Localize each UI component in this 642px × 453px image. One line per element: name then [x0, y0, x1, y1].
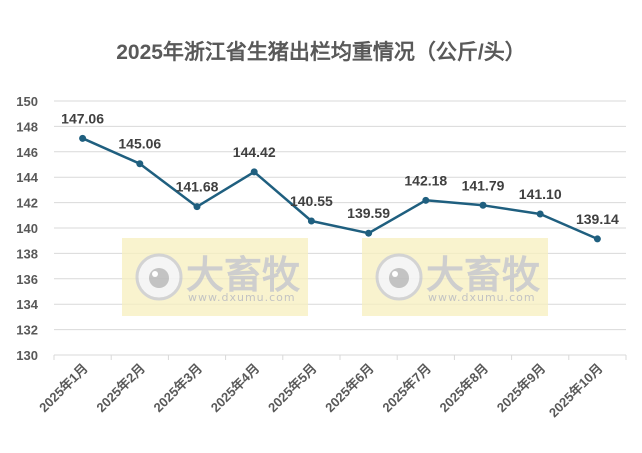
data-point-marker: [136, 160, 144, 168]
data-label: 139.59: [347, 205, 390, 221]
data-point-marker: [536, 210, 544, 218]
x-tick-label: 2025年8月: [437, 361, 492, 416]
x-tick-label: 2025年2月: [93, 361, 148, 416]
x-tick-label: 2025年7月: [379, 361, 434, 416]
x-tick-label: 2025年3月: [151, 361, 206, 416]
x-tick-label: 2025年6月: [322, 361, 377, 416]
data-labels: 147.06 145.06 141.68 144.42 140.55 139.59 142.…: [61, 110, 619, 227]
watermark-brand: 大畜牧: [426, 253, 541, 297]
watermark-url: www.dxumu.com: [428, 291, 536, 304]
x-tick-label: 2025年5月: [265, 361, 320, 416]
x-axis: 2025年1月 2025年2月 2025年3月 2025年4月 2025年5月 2025年…: [36, 355, 627, 421]
data-point-marker: [307, 217, 315, 225]
series-line: [82, 137, 598, 241]
data-label: 140.55: [290, 193, 333, 209]
y-axis: 130 132 134 136 138 140 142 144 146 148 150: [16, 94, 38, 363]
x-tick-label: 2025年10月: [546, 361, 606, 421]
data-point-marker: [193, 203, 201, 211]
data-point-marker: [479, 201, 487, 209]
data-label: 142.18: [404, 172, 447, 188]
data-label: 144.42: [233, 144, 276, 160]
y-tick-label: 138: [16, 246, 38, 261]
data-point-marker: [365, 229, 373, 237]
data-point-marker: [593, 235, 601, 243]
y-tick-label: 150: [16, 94, 38, 109]
x-tick-label: 2025年9月: [494, 361, 549, 416]
y-tick-label: 146: [16, 145, 38, 160]
data-label: 145.06: [118, 136, 161, 152]
data-label: 141.79: [462, 177, 505, 193]
data-point-marker: [250, 168, 258, 176]
y-tick-label: 148: [16, 119, 38, 134]
data-label: 141.68: [176, 179, 219, 195]
y-tick-label: 140: [16, 221, 38, 236]
y-tick-label: 130: [16, 348, 38, 363]
data-label: 147.06: [61, 110, 104, 126]
y-tick-label: 134: [16, 297, 38, 312]
x-tick-label: 2025年4月: [208, 361, 263, 416]
chart-title: 2025年浙江省生猪出栏均重情况（公斤/头）: [116, 41, 526, 64]
y-tick-label: 132: [16, 323, 38, 338]
y-tick-label: 142: [16, 196, 38, 211]
watermark-url: www.dxumu.com: [188, 291, 296, 304]
x-tick-label: 2025年1月: [36, 361, 91, 416]
data-label: 139.14: [576, 211, 619, 227]
y-tick-label: 144: [16, 170, 38, 185]
y-tick-label: 136: [16, 272, 38, 287]
data-point-marker: [422, 196, 430, 204]
watermark-brand: 大畜牧: [186, 253, 301, 297]
data-series: [79, 134, 601, 243]
data-label: 141.10: [519, 186, 562, 202]
data-point-marker: [79, 134, 87, 142]
